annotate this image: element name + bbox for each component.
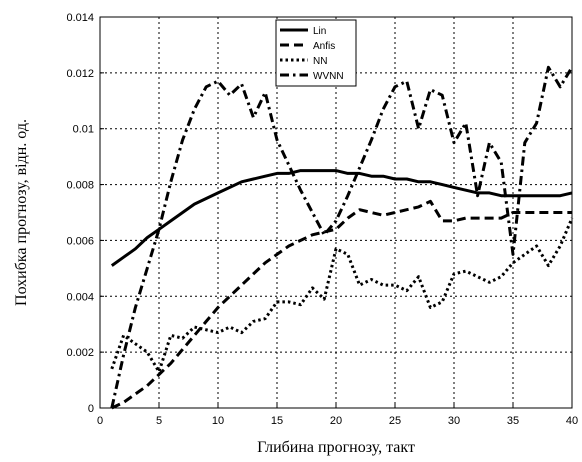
y-tick-label: 0.002 bbox=[66, 347, 94, 359]
x-tick-label: 30 bbox=[448, 415, 460, 427]
y-tick-label: 0 bbox=[88, 403, 94, 415]
legend-label-nn: NN bbox=[313, 56, 327, 67]
x-tick-label: 0 bbox=[97, 415, 103, 427]
y-tick-label: 0.004 bbox=[66, 291, 94, 303]
x-tick-label: 10 bbox=[212, 415, 224, 427]
series-line-wvnn bbox=[110, 65, 574, 409]
x-tick-label: 35 bbox=[507, 415, 519, 427]
y-axis-title: Похибка прогнозу, відн. од. bbox=[13, 119, 30, 306]
y-tick-label: 0.014 bbox=[66, 12, 94, 24]
legend: Lin Anfis NN WVNN bbox=[275, 19, 357, 87]
x-axis-title: Глибина прогнозу, такт bbox=[257, 439, 415, 456]
y-tick-label: 0.01 bbox=[73, 124, 94, 136]
series-line-nn bbox=[110, 217, 574, 374]
x-tick-label: 25 bbox=[389, 415, 401, 427]
y-tick-label: 0.008 bbox=[66, 180, 94, 192]
y-tick-label: 0.012 bbox=[66, 68, 94, 80]
y-tick-label: 0.006 bbox=[66, 235, 94, 247]
series-lines bbox=[110, 65, 574, 410]
legend-label-anfis: Anfis bbox=[313, 41, 335, 52]
x-tick-label: 20 bbox=[330, 415, 342, 427]
series-line-lin bbox=[110, 169, 573, 267]
axis-ticks: 0 5 10 15 20 25 30 35 40 0 0.002 0.004 0.006 0.008 0.0… bbox=[66, 12, 578, 427]
series-line-anfis bbox=[111, 199, 572, 410]
x-tick-label: 15 bbox=[271, 415, 283, 427]
x-tick-label: 5 bbox=[156, 415, 162, 427]
legend-label-lin: Lin bbox=[313, 26, 326, 37]
x-tick-label: 40 bbox=[566, 415, 578, 427]
legend-label-wvnn: WVNN bbox=[313, 71, 344, 82]
